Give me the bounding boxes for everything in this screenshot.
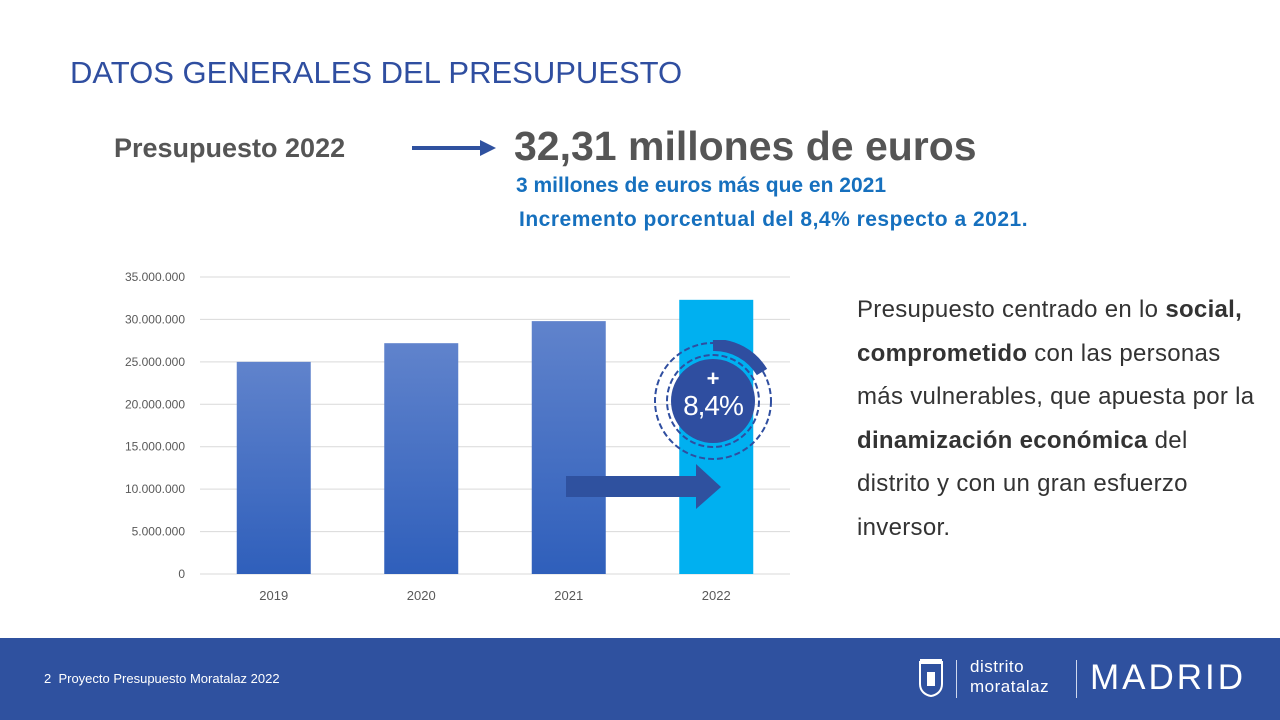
bar-2020 xyxy=(384,343,459,574)
page-title: DATOS GENERALES DEL PRESUPUESTO xyxy=(70,55,683,90)
desc-bold: social, comprometido xyxy=(857,296,1243,367)
y-tick-label: 15.000.000 xyxy=(125,440,185,454)
description: Presupuesto centrado en lo social, compr… xyxy=(857,288,1257,549)
arrow-right-icon xyxy=(412,140,496,156)
growth-arrow-icon xyxy=(566,464,721,509)
x-tick-label: 2021 xyxy=(554,588,583,603)
district-line2: moratalaz xyxy=(970,677,1050,696)
x-tick-label: 2020 xyxy=(407,588,436,603)
y-tick-label: 30.000.000 xyxy=(125,312,185,326)
y-tick-label: 10.000.000 xyxy=(125,482,185,496)
badge-plus: + xyxy=(706,366,720,391)
madrid-logo: MADRID xyxy=(1090,658,1247,697)
desc-text: con las personas más vulnerables, que ap… xyxy=(857,339,1255,411)
y-tick-label: 25.000.000 xyxy=(125,355,185,369)
budget-label: Presupuesto 2022 xyxy=(114,133,346,163)
footer-text: 2 Proyecto Presupuesto Moratalaz 2022 xyxy=(44,671,280,686)
percentage-text: Incremento porcentual del 8,4% respecto … xyxy=(519,208,1029,231)
bar-2019 xyxy=(236,361,311,574)
budget-value: 32,31 millones de euros xyxy=(514,123,977,169)
x-tick-label: 2019 xyxy=(259,588,288,603)
increase-badge: + 8,4% xyxy=(652,340,774,462)
y-tick-label: 5.000.000 xyxy=(132,525,186,539)
bar-2021 xyxy=(531,321,606,574)
district-name: distrito moratalaz xyxy=(970,657,1049,697)
desc-text: Presupuesto centrado en lo xyxy=(857,296,1166,323)
footer: 2 Proyecto Presupuesto Moratalaz 2022 di… xyxy=(0,638,1280,720)
divider xyxy=(1076,660,1077,698)
badge-value: 8,4% xyxy=(683,390,744,421)
desc-text: del distrito y con un gran esfuerzo inve… xyxy=(857,426,1188,541)
divider xyxy=(956,660,957,698)
y-tick-label: 0 xyxy=(178,567,185,581)
desc-bold: dinamización económica xyxy=(857,426,1148,454)
district-line1: distrito xyxy=(970,657,1025,676)
increase-text: 3 millones de euros más que en 2021 xyxy=(516,174,886,197)
y-tick-label: 35.000.000 xyxy=(125,270,185,284)
madrid-crest-icon xyxy=(919,659,943,698)
y-tick-label: 20.000.000 xyxy=(125,397,185,411)
x-tick-label: 2022 xyxy=(702,588,731,603)
